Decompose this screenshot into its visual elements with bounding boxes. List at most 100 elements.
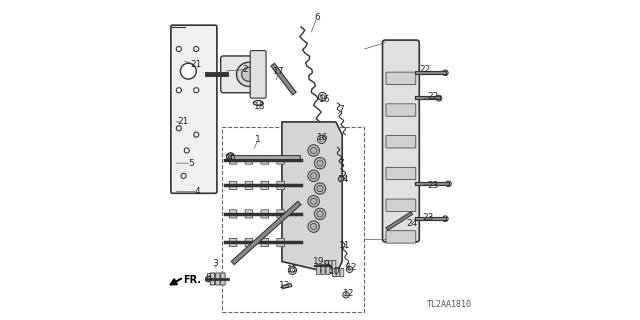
Circle shape	[310, 198, 317, 204]
Circle shape	[310, 147, 317, 154]
Circle shape	[237, 62, 260, 86]
Text: 20: 20	[225, 154, 236, 163]
Text: FR.: FR.	[184, 275, 202, 285]
Circle shape	[343, 292, 349, 298]
FancyBboxPatch shape	[261, 181, 269, 189]
FancyBboxPatch shape	[211, 273, 214, 285]
Text: 23: 23	[427, 181, 438, 190]
Circle shape	[308, 170, 319, 181]
Circle shape	[436, 95, 442, 101]
Circle shape	[319, 92, 326, 101]
Text: 2: 2	[243, 65, 248, 74]
Circle shape	[308, 221, 319, 232]
Text: 21: 21	[190, 60, 202, 69]
FancyBboxPatch shape	[245, 238, 253, 247]
Circle shape	[442, 70, 448, 76]
Text: 1: 1	[255, 135, 261, 144]
Text: 19: 19	[313, 257, 324, 266]
Text: 4: 4	[195, 187, 201, 196]
FancyBboxPatch shape	[229, 156, 237, 164]
Text: 10: 10	[328, 267, 340, 276]
FancyBboxPatch shape	[245, 156, 253, 164]
FancyBboxPatch shape	[386, 72, 416, 84]
FancyBboxPatch shape	[277, 156, 284, 164]
Circle shape	[176, 46, 181, 52]
Circle shape	[445, 181, 451, 187]
FancyBboxPatch shape	[332, 268, 336, 277]
FancyBboxPatch shape	[386, 199, 416, 212]
Circle shape	[288, 266, 296, 275]
Circle shape	[308, 196, 319, 207]
FancyBboxPatch shape	[229, 238, 237, 247]
Circle shape	[442, 216, 448, 221]
FancyBboxPatch shape	[383, 40, 419, 242]
Text: 6: 6	[314, 13, 320, 22]
Text: 11: 11	[339, 241, 351, 250]
FancyBboxPatch shape	[386, 104, 416, 116]
Circle shape	[194, 46, 199, 52]
FancyBboxPatch shape	[336, 268, 340, 277]
Text: 15: 15	[287, 265, 299, 274]
Circle shape	[176, 126, 181, 131]
FancyBboxPatch shape	[277, 238, 284, 247]
FancyBboxPatch shape	[245, 181, 253, 189]
Circle shape	[314, 183, 326, 194]
FancyBboxPatch shape	[317, 264, 320, 275]
Circle shape	[181, 173, 186, 178]
FancyBboxPatch shape	[321, 264, 325, 275]
Ellipse shape	[227, 153, 234, 161]
Text: 5: 5	[189, 159, 195, 168]
FancyBboxPatch shape	[261, 156, 269, 164]
Text: 18: 18	[254, 101, 266, 111]
Circle shape	[317, 160, 323, 166]
Polygon shape	[282, 122, 342, 274]
Circle shape	[242, 68, 255, 81]
FancyBboxPatch shape	[386, 231, 416, 243]
Circle shape	[317, 135, 326, 143]
Text: 3: 3	[212, 259, 218, 268]
Text: 13: 13	[279, 281, 291, 290]
Circle shape	[310, 173, 317, 179]
Text: 21: 21	[177, 117, 189, 126]
FancyBboxPatch shape	[332, 260, 336, 269]
FancyBboxPatch shape	[326, 264, 330, 275]
Circle shape	[320, 138, 323, 141]
Text: 23: 23	[422, 212, 433, 222]
Circle shape	[308, 145, 319, 156]
Circle shape	[176, 88, 181, 93]
Text: 17: 17	[273, 67, 285, 76]
FancyBboxPatch shape	[171, 25, 217, 193]
FancyBboxPatch shape	[386, 167, 416, 180]
FancyBboxPatch shape	[386, 136, 416, 148]
Bar	[221, 127, 364, 312]
Circle shape	[194, 132, 199, 137]
Text: 16: 16	[319, 95, 330, 104]
Circle shape	[317, 211, 323, 217]
FancyBboxPatch shape	[277, 210, 284, 218]
Circle shape	[321, 95, 324, 99]
Text: 12: 12	[346, 263, 357, 272]
FancyBboxPatch shape	[328, 260, 332, 269]
Circle shape	[317, 185, 323, 192]
Circle shape	[314, 208, 326, 220]
Ellipse shape	[228, 155, 232, 159]
FancyBboxPatch shape	[277, 181, 284, 189]
Circle shape	[180, 63, 196, 79]
Text: 22: 22	[427, 92, 438, 101]
Text: 14: 14	[337, 174, 349, 184]
Circle shape	[194, 88, 199, 93]
FancyBboxPatch shape	[250, 51, 266, 98]
FancyBboxPatch shape	[221, 56, 257, 93]
Text: 12: 12	[343, 289, 354, 298]
Circle shape	[290, 268, 294, 273]
Circle shape	[339, 177, 344, 181]
Text: 8: 8	[205, 273, 211, 282]
Text: 7: 7	[339, 159, 344, 168]
FancyBboxPatch shape	[261, 210, 269, 218]
Ellipse shape	[205, 276, 211, 282]
Circle shape	[184, 148, 189, 153]
Text: 22: 22	[419, 65, 430, 74]
Text: 7: 7	[338, 105, 344, 114]
Circle shape	[314, 157, 326, 169]
FancyBboxPatch shape	[216, 273, 220, 285]
